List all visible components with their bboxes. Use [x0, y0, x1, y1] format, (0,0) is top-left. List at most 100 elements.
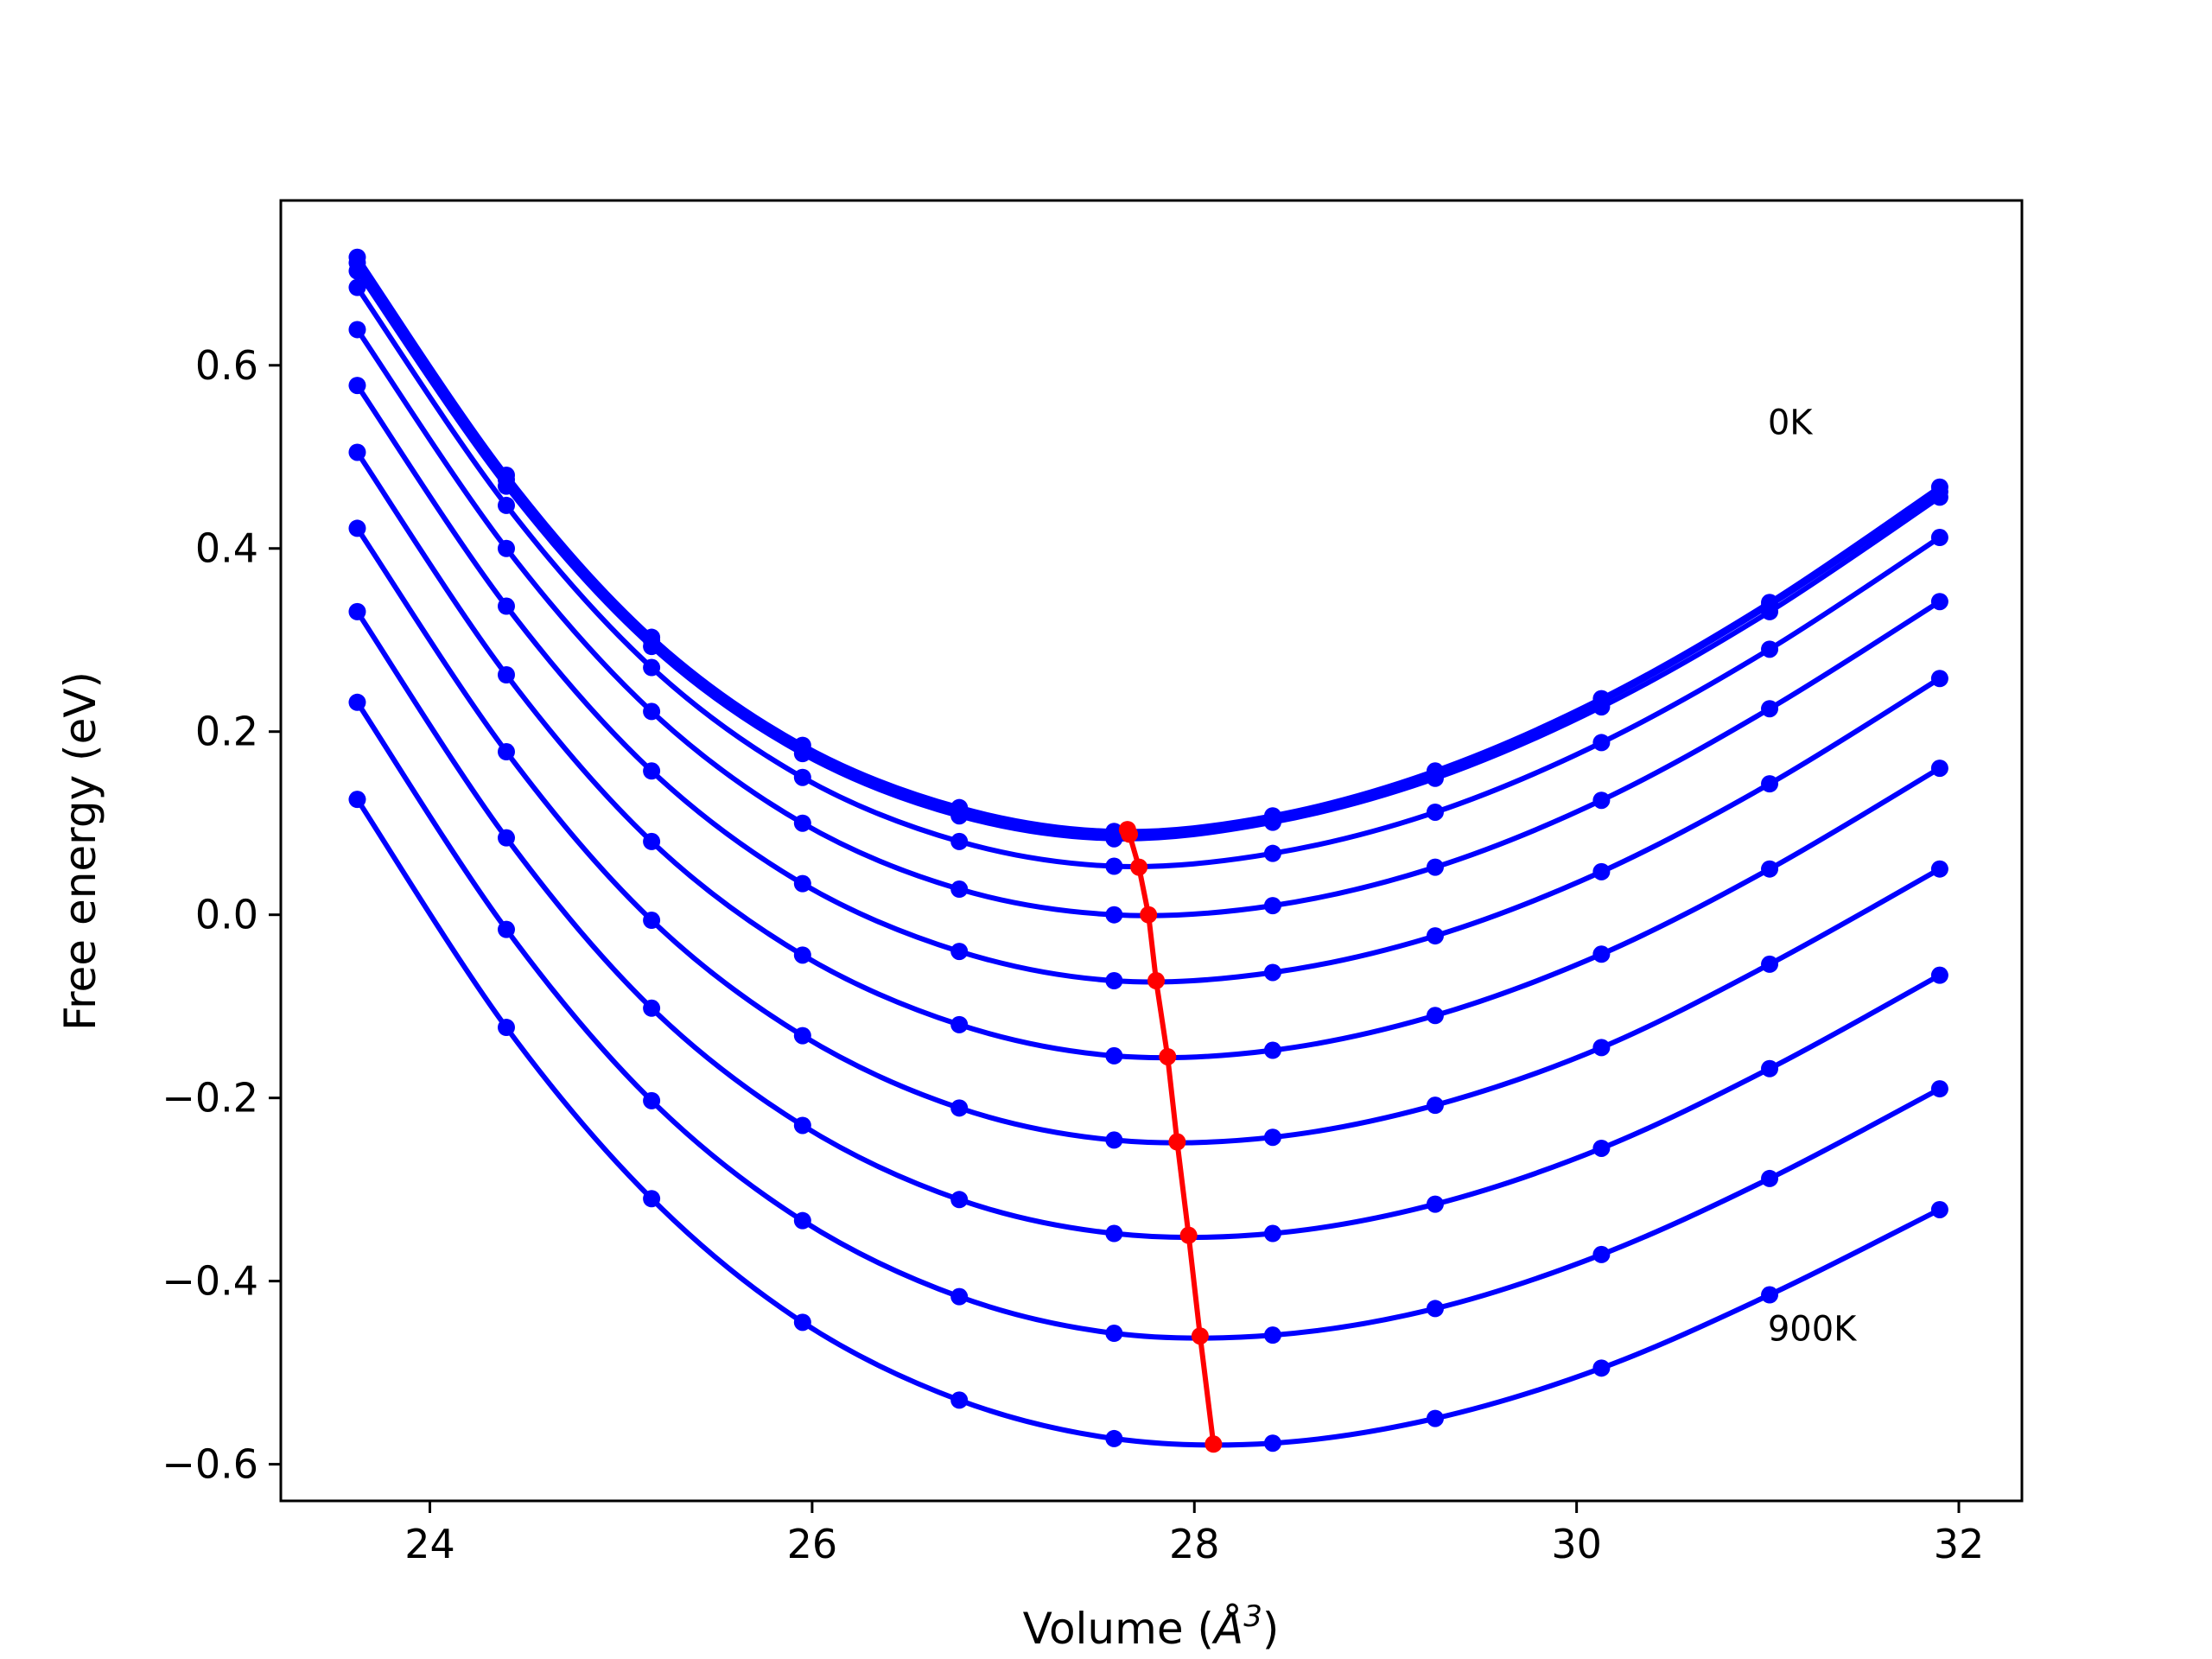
minima-point-9 [1205, 1435, 1223, 1453]
y-tick-label: 0.4 [195, 525, 258, 572]
series-8-point-0 [348, 602, 366, 620]
y-tick-label: 0.6 [195, 342, 258, 389]
series-9-point-0 [348, 693, 366, 711]
series-10-point-7 [1426, 1409, 1444, 1427]
x-tick-label: 24 [404, 1521, 455, 1567]
series-2-point-3 [793, 745, 811, 763]
series-9-point-2 [643, 1091, 661, 1109]
series-7-point-7 [1426, 1096, 1444, 1115]
y-tick-label: 0.0 [195, 892, 258, 938]
plot-area [348, 248, 1948, 1453]
series-2-point-1 [497, 477, 515, 495]
series-4-point-2 [643, 702, 661, 721]
series-6-point-5 [1105, 1046, 1123, 1065]
y-tick-label: −0.4 [162, 1258, 258, 1305]
annotation-label-0: 0K [1768, 403, 1814, 442]
series-9-point-9 [1761, 1169, 1779, 1187]
series-2-point-7 [1426, 769, 1444, 787]
minima-line [1125, 828, 1217, 1445]
series-line-10 [354, 798, 1942, 1448]
y-axis-label: Free energy (eV) [55, 671, 105, 1031]
series-7-point-3 [793, 1027, 811, 1045]
series-4-point-6 [1263, 897, 1281, 915]
series-3-point-7 [1426, 803, 1444, 821]
series-10-point-10 [1930, 1200, 1948, 1218]
series-5-point-1 [497, 597, 515, 615]
minima-point-2 [1130, 858, 1148, 876]
y-tick-label: −0.2 [162, 1075, 258, 1122]
series-4-point-4 [950, 880, 969, 899]
series-4-point-3 [793, 814, 811, 832]
series-8-point-5 [1105, 1224, 1123, 1243]
series-5-point-3 [793, 874, 811, 893]
minima-point-6 [1168, 1133, 1186, 1151]
series-5-point-7 [1426, 927, 1444, 945]
series-10-point-6 [1263, 1434, 1281, 1452]
x-tick-label: 26 [787, 1521, 838, 1567]
series-3-point-10 [1930, 529, 1948, 547]
series-2-point-9 [1761, 602, 1779, 620]
x-tick-label: 30 [1551, 1521, 1602, 1567]
series-line-8 [354, 610, 1942, 1241]
series-line-2 [355, 269, 1942, 842]
series-5-point-10 [1930, 670, 1948, 688]
series-2-point-8 [1592, 698, 1611, 716]
series-7-point-10 [1930, 860, 1948, 878]
series-8-point-1 [497, 829, 515, 847]
series-9-point-4 [950, 1287, 969, 1306]
minima-point-4 [1147, 972, 1166, 989]
series-3-point-1 [497, 496, 515, 514]
series-8-point-3 [793, 1116, 811, 1135]
series-3-point-0 [348, 278, 366, 296]
series-2-point-2 [643, 638, 661, 656]
series-6-point-3 [793, 946, 811, 964]
series-6-point-1 [497, 666, 515, 684]
series-5-point-5 [1105, 972, 1123, 989]
series-4-point-10 [1930, 593, 1948, 611]
series-8-point-2 [643, 999, 661, 1017]
series-5-point-9 [1761, 775, 1779, 793]
series-2-point-0 [348, 262, 366, 280]
annotation-label-1: 900K [1768, 1310, 1858, 1350]
series-6-point-7 [1426, 1007, 1444, 1025]
series-line-5 [355, 384, 1942, 985]
minima-point-3 [1140, 906, 1158, 924]
series-9-point-5 [1105, 1325, 1123, 1343]
series-10-point-2 [643, 1190, 661, 1208]
series-7-point-8 [1592, 1039, 1611, 1057]
series-8-point-9 [1761, 1059, 1779, 1077]
series-9-point-1 [497, 920, 515, 938]
series-10-point-9 [1761, 1286, 1779, 1304]
series-3-point-6 [1263, 844, 1281, 862]
series-9-point-8 [1592, 1245, 1611, 1263]
axes-frame [279, 199, 2024, 1503]
series-7-point-4 [950, 1099, 969, 1117]
y-tick-label: −0.6 [162, 1441, 258, 1488]
minima-point-1 [1121, 825, 1139, 843]
series-4-point-5 [1105, 906, 1123, 924]
series-9-point-3 [793, 1211, 811, 1230]
series-10-point-3 [793, 1313, 811, 1332]
x-tick-label: 28 [1169, 1521, 1220, 1567]
series-3-point-3 [793, 768, 811, 786]
series-line-6 [355, 450, 1942, 1061]
series-7-point-1 [497, 743, 515, 761]
series-2-point-4 [950, 807, 969, 825]
series-8-point-4 [950, 1191, 969, 1209]
series-10-point-8 [1592, 1359, 1611, 1377]
series-10-point-1 [497, 1019, 515, 1037]
series-6-point-0 [348, 443, 366, 461]
series-5-point-8 [1592, 862, 1611, 880]
series-3-point-2 [643, 658, 661, 677]
series-2-point-5 [1105, 830, 1123, 848]
series-10-point-0 [348, 791, 366, 809]
series-10-point-4 [950, 1391, 969, 1409]
series-6-point-10 [1930, 760, 1948, 778]
series-2-point-10 [1930, 488, 1948, 506]
x-axis-label: Volume (Å3) [1023, 1599, 1280, 1654]
series-8-point-7 [1426, 1195, 1444, 1213]
minima-point-7 [1179, 1226, 1198, 1244]
series-3-point-5 [1105, 857, 1123, 875]
series-4-point-1 [497, 539, 515, 557]
